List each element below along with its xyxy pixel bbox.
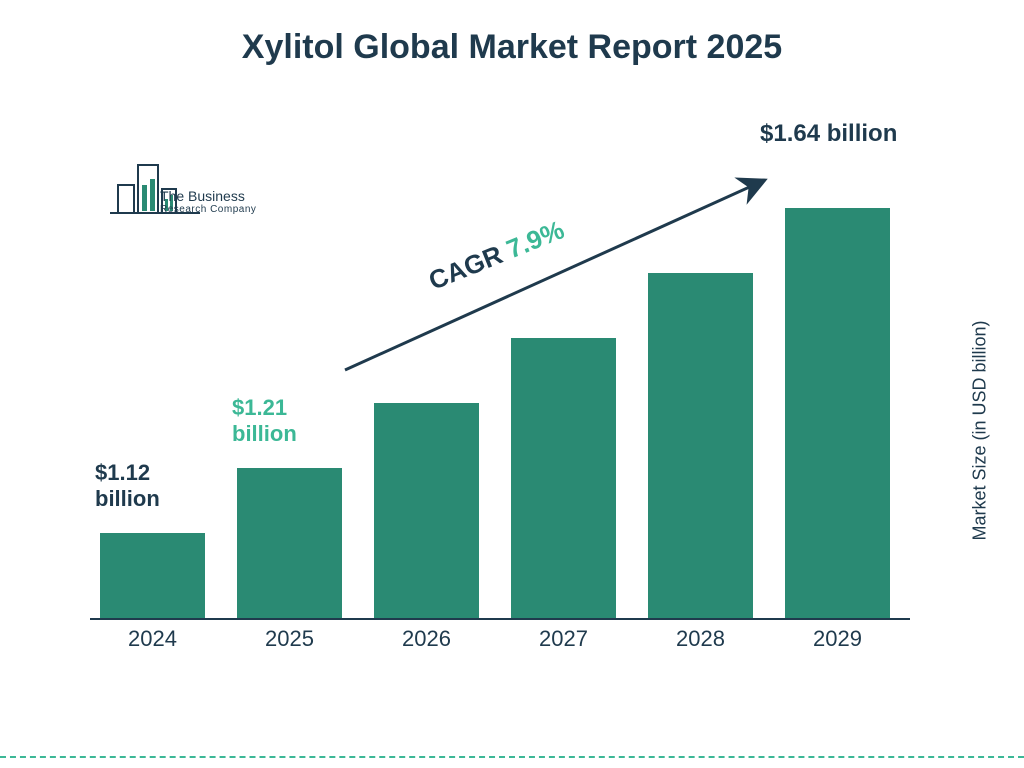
- value-label: $1.21billion: [232, 395, 297, 448]
- value-label: $1.12billion: [95, 460, 160, 513]
- bottom-divider: [0, 756, 1024, 758]
- page-root: Xylitol Global Market Report 2025 The Bu…: [0, 0, 1024, 768]
- value-label: $1.64 billion: [760, 120, 897, 149]
- trend-arrow-icon: [0, 0, 1024, 768]
